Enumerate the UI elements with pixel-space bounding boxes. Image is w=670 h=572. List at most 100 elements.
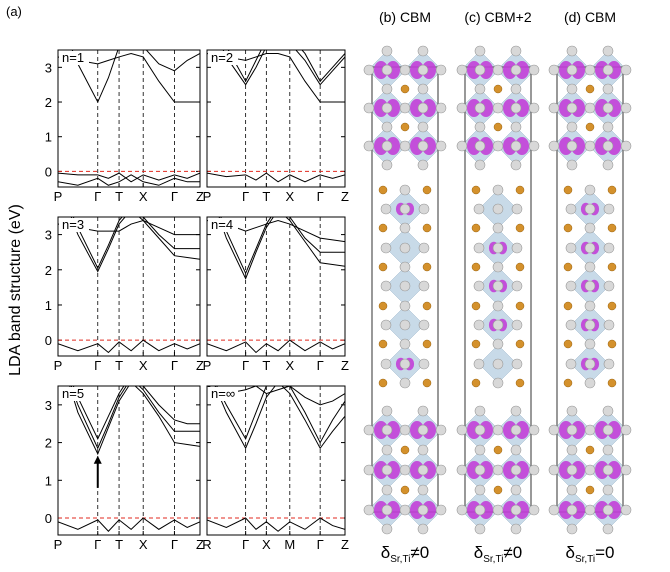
oxygen-atom [604, 320, 614, 330]
oxygen-atom [400, 243, 410, 253]
x-tick-label: T [115, 189, 123, 204]
oxygen-atom [474, 243, 484, 253]
sr-atom [516, 340, 524, 348]
oxygen-atom [400, 141, 410, 151]
oxygen-atom [475, 141, 485, 151]
x-tick-label: Γ [94, 358, 101, 373]
oxygen-atom [400, 103, 410, 113]
oxygen-atom [512, 243, 522, 253]
x-tick-label: Γ [317, 189, 324, 204]
x-tick-label: T [115, 358, 123, 373]
condition-subscript: Sr,Ti [390, 554, 410, 565]
structure-condition: δSr,Ti≠0 [381, 543, 429, 565]
oxygen-atom [475, 505, 485, 515]
sr-atom [379, 263, 387, 271]
y-tick-label: 0 [45, 333, 52, 348]
structure-title: (b) CBM [379, 9, 431, 25]
band-line [207, 15, 345, 81]
oxygen-atom [400, 185, 410, 195]
sr-atom [472, 224, 480, 232]
x-tick-label: X [285, 358, 294, 373]
oxygen-atom [585, 185, 595, 195]
oxygen-atom [436, 141, 446, 151]
arrow-head [94, 456, 102, 464]
oxygen-atom [418, 505, 428, 515]
oxygen-atom [603, 524, 613, 534]
oxygen-atom [549, 425, 559, 435]
oxygen-atom [585, 425, 595, 435]
oxygen-atom [585, 243, 595, 253]
oxygen-atom [493, 65, 503, 75]
x-tick-label: P [54, 537, 63, 552]
oxygen-atom [381, 359, 391, 369]
y-tick-label: 2 [45, 263, 52, 278]
oxygen-atom [621, 465, 631, 475]
oxygen-atom [567, 84, 577, 94]
oxygen-atom [603, 406, 613, 416]
condition-subscript: Sr,Ti [575, 554, 595, 565]
oxygen-atom [567, 485, 577, 495]
sr-atom [472, 379, 480, 387]
sr-atom [379, 224, 387, 232]
oxygen-atom [567, 122, 577, 132]
oxygen-atom [382, 505, 392, 515]
structure [364, 46, 446, 534]
sr-atom [401, 85, 409, 93]
oxygen-atom [400, 378, 410, 388]
oxygen-atom [382, 46, 392, 56]
oxygen-atom [419, 359, 429, 369]
panel-label: (a) [6, 4, 22, 19]
oxygen-atom [474, 320, 484, 330]
plot-frame [207, 386, 345, 535]
x-tick-label: X [262, 537, 271, 552]
oxygen-atom [493, 359, 503, 369]
oxygen-atom [400, 359, 410, 369]
sr-atom [608, 302, 616, 310]
oxygen-atom [419, 204, 429, 214]
sr-atom [472, 186, 480, 194]
oxygen-atom [511, 46, 521, 56]
oxygen-atom [436, 103, 446, 113]
oxygen-atom [603, 103, 613, 113]
oxygen-atom [621, 103, 631, 113]
x-tick-label: P [203, 189, 212, 204]
sr-atom [423, 302, 431, 310]
oxygen-atom [549, 65, 559, 75]
oxygen-atom [418, 524, 428, 534]
oxygen-atom [457, 505, 467, 515]
oxygen-atom [511, 406, 521, 416]
oxygen-atom [585, 320, 595, 330]
oxygen-atom [418, 141, 428, 151]
x-tick-label: T [262, 358, 270, 373]
oxygen-atom [493, 223, 503, 233]
sr-atom [401, 486, 409, 494]
sr-atom [494, 123, 502, 131]
sr-atom [586, 446, 594, 454]
sr-atom [423, 340, 431, 348]
x-tick-label: Γ [171, 358, 178, 373]
sr-atom [516, 224, 524, 232]
y-tick-label: 1 [45, 298, 52, 313]
x-tick-label: M [284, 537, 295, 552]
sr-atom [608, 340, 616, 348]
bands [58, 15, 200, 185]
oxygen-atom [621, 505, 631, 515]
oxygen-atom [493, 301, 503, 311]
x-tick-label: X [285, 189, 294, 204]
oxygen-atom [603, 46, 613, 56]
x-tick-label: Γ [317, 358, 324, 373]
sr-atom [401, 446, 409, 454]
x-tick-label: Z [341, 358, 349, 373]
oxygen-atom [567, 445, 577, 455]
oxygen-atom [567, 465, 577, 475]
oxygen-atom [418, 425, 428, 435]
oxygen-atom [475, 425, 485, 435]
sr-atom [564, 379, 572, 387]
oxygen-atom [549, 103, 559, 113]
oxygen-atom [381, 204, 391, 214]
oxygen-atom [621, 65, 631, 75]
band-line [58, 173, 200, 182]
oxygen-atom [603, 84, 613, 94]
oxygen-atom [457, 103, 467, 113]
panel-title: n=2 [211, 50, 233, 65]
